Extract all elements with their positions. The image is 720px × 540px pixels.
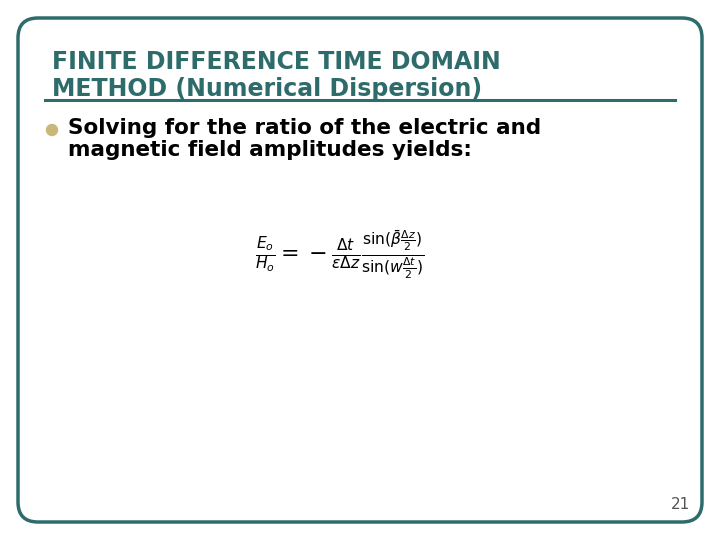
Text: FINITE DIFFERENCE TIME DOMAIN: FINITE DIFFERENCE TIME DOMAIN xyxy=(52,50,500,74)
FancyBboxPatch shape xyxy=(18,18,702,522)
Text: 21: 21 xyxy=(671,497,690,512)
Text: $\frac{E_o}{H_o} = -\frac{\Delta t}{\varepsilon \Delta z}\frac{\sin(\bar{\beta}\: $\frac{E_o}{H_o} = -\frac{\Delta t}{\var… xyxy=(256,229,425,281)
Text: magnetic field amplitudes yields:: magnetic field amplitudes yields: xyxy=(68,140,472,160)
Circle shape xyxy=(47,125,58,136)
Text: Solving for the ratio of the electric and: Solving for the ratio of the electric an… xyxy=(68,118,541,138)
Text: METHOD (Numerical Dispersion): METHOD (Numerical Dispersion) xyxy=(52,77,482,101)
